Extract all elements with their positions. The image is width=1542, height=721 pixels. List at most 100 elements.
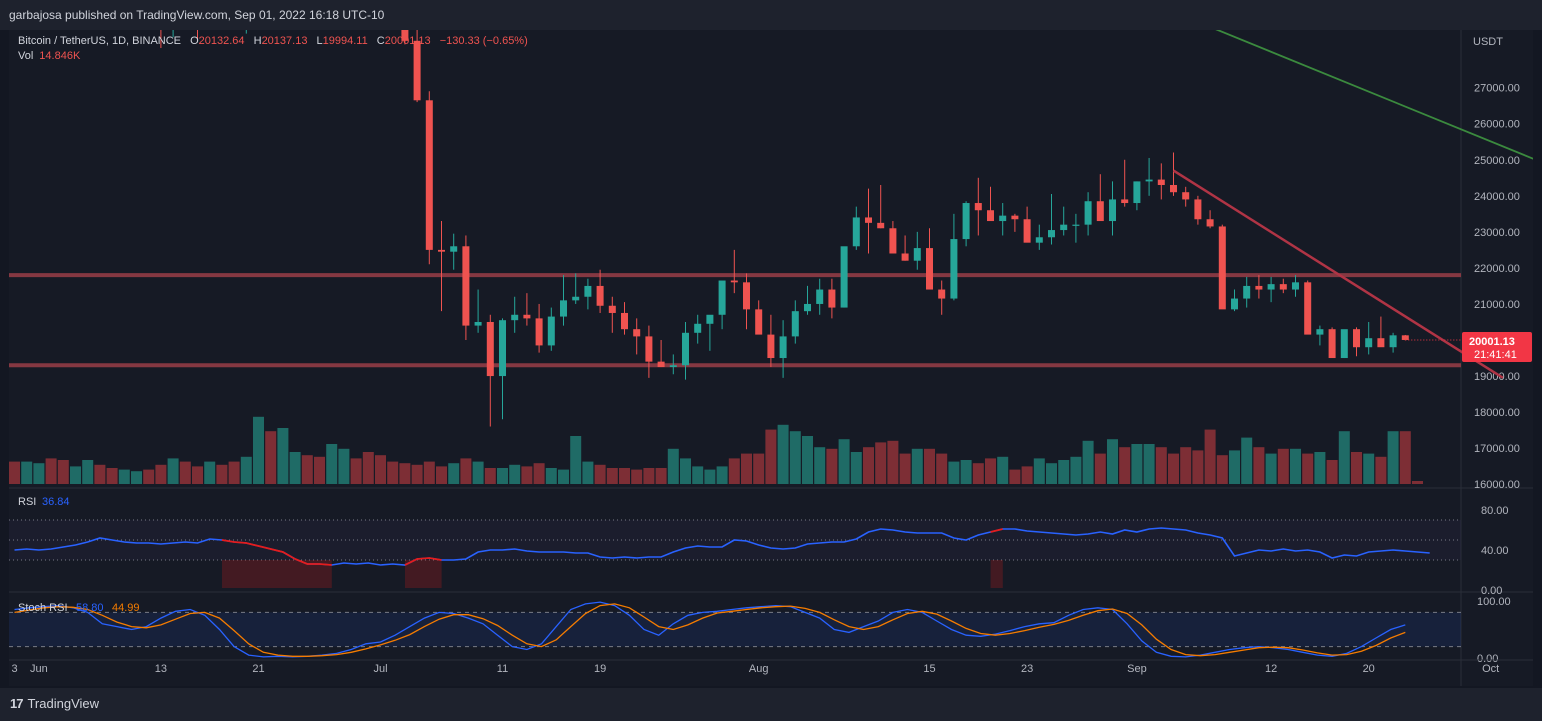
volume-bar bbox=[887, 440, 899, 484]
volume-bar bbox=[423, 461, 435, 484]
volume-bar bbox=[667, 448, 679, 484]
candle-body bbox=[572, 296, 580, 301]
candle-body bbox=[804, 303, 811, 312]
volume-bar bbox=[375, 455, 386, 484]
volume-bar bbox=[594, 464, 606, 484]
volume-bar bbox=[728, 458, 740, 484]
volume-bar bbox=[57, 460, 69, 484]
volume-bar bbox=[1204, 429, 1216, 484]
candle-body bbox=[1121, 199, 1129, 204]
candle-body bbox=[1170, 185, 1177, 193]
volume-bar bbox=[972, 463, 984, 484]
volume-bar bbox=[362, 452, 374, 484]
volume-bar bbox=[826, 448, 838, 484]
volume-bar bbox=[789, 431, 801, 484]
legend-vol-label: Vol bbox=[18, 50, 34, 62]
candle-body bbox=[694, 323, 702, 333]
volume-bar bbox=[1180, 447, 1192, 484]
tradingview-brand[interactable]: 17 TradingView bbox=[10, 696, 99, 711]
candle-body bbox=[1389, 335, 1397, 348]
stoch-tick-label: 100.00 bbox=[1477, 596, 1511, 608]
volume-bar bbox=[1192, 450, 1204, 484]
published-text: garbajosa published on TradingView.com, … bbox=[9, 8, 385, 22]
candle-body bbox=[1072, 224, 1080, 226]
legend-symbol[interactable]: Bitcoin / TetherUS, 1D, BINANCE bbox=[18, 35, 182, 47]
candle-body bbox=[962, 203, 970, 240]
volume-bar bbox=[179, 461, 191, 484]
volume-bar bbox=[1143, 444, 1155, 484]
x-tick-label: Aug bbox=[749, 663, 769, 675]
candle-body bbox=[791, 311, 799, 337]
volume-bar bbox=[1265, 453, 1277, 484]
x-tick-label: 13 bbox=[155, 663, 167, 675]
volume-bar bbox=[692, 466, 704, 484]
volume-bar bbox=[704, 469, 716, 484]
volume-bar bbox=[1009, 469, 1021, 484]
volume-bar bbox=[216, 464, 228, 484]
trendline-long-term-downtrend bbox=[1173, 11, 1542, 164]
x-tick-label: 15 bbox=[923, 663, 935, 675]
candle-body bbox=[1048, 230, 1055, 238]
stoch-d-value: 44.99 bbox=[112, 602, 140, 614]
x-tick-label: 21 bbox=[252, 663, 264, 675]
volume-bar bbox=[45, 458, 57, 484]
candle-body bbox=[1292, 282, 1299, 290]
volume-bar bbox=[1253, 447, 1265, 484]
candle-body bbox=[462, 246, 470, 326]
volume-bar bbox=[82, 460, 94, 484]
rsi-value: 36.84 bbox=[42, 496, 70, 508]
rsi-oversold-shade bbox=[405, 560, 442, 588]
candle-body bbox=[852, 217, 860, 247]
price-tick-label: 19000.00 bbox=[1474, 371, 1520, 383]
candle-body bbox=[779, 336, 787, 359]
volume-bar bbox=[631, 469, 643, 484]
x-tick-label: 3 bbox=[11, 663, 17, 675]
candle-body bbox=[547, 316, 555, 346]
candle-body bbox=[816, 289, 824, 304]
candle-body bbox=[718, 280, 726, 315]
volume-bar bbox=[143, 469, 155, 484]
volume-bar bbox=[911, 448, 923, 484]
candle-body bbox=[401, 28, 409, 41]
price-tick-label: 27000.00 bbox=[1474, 83, 1520, 95]
candle-body bbox=[669, 365, 677, 368]
candle-body bbox=[730, 280, 738, 283]
candle-body bbox=[1401, 335, 1409, 340]
volume-bar bbox=[448, 463, 460, 484]
candle-body bbox=[767, 334, 775, 359]
volume-bar bbox=[1155, 447, 1167, 484]
volume-bar bbox=[558, 469, 569, 484]
candle-body bbox=[999, 215, 1007, 222]
chart-area[interactable]: USDT 27000.00 26000.00 25000.00 24000.00 2300… bbox=[9, 0, 1542, 686]
candle-body bbox=[633, 329, 641, 337]
price-tick-label: 24000.00 bbox=[1474, 191, 1520, 203]
price-tick-label: 16000.00 bbox=[1474, 479, 1520, 491]
candle-body bbox=[499, 320, 506, 377]
volume-bar bbox=[533, 463, 545, 484]
candle-body bbox=[608, 305, 616, 313]
axis-unit-label: USDT bbox=[1473, 36, 1503, 48]
candle-body bbox=[877, 222, 885, 229]
candle-body bbox=[1060, 224, 1068, 231]
price-chart-svg[interactable]: USDT 27000.00 26000.00 25000.00 24000.00 2300… bbox=[9, 0, 1542, 686]
volume-bar bbox=[545, 468, 557, 484]
volume-bar bbox=[680, 458, 691, 484]
volume-bar bbox=[387, 461, 399, 484]
volume-bar bbox=[1216, 455, 1228, 484]
x-tick-label: 20 bbox=[1363, 663, 1375, 675]
candle-body bbox=[1096, 201, 1104, 222]
candle-body bbox=[1377, 338, 1385, 348]
stoch-k-value: 58.80 bbox=[76, 602, 104, 614]
stoch-k-line bbox=[14, 601, 1406, 658]
legend-high-value: 20137.13 bbox=[261, 35, 308, 47]
rsi-tick-label: 40.00 bbox=[1481, 545, 1509, 557]
candle-body bbox=[425, 100, 433, 250]
rsi-oversold-segment bbox=[990, 528, 1003, 533]
volume-bar bbox=[814, 447, 826, 484]
volume-bar bbox=[1387, 431, 1399, 484]
candle-body bbox=[1340, 329, 1348, 359]
x-tick-label: 12 bbox=[1265, 663, 1277, 675]
rsi-tick-label: 80.00 bbox=[1481, 505, 1509, 517]
price-tick-label: 26000.00 bbox=[1474, 119, 1520, 131]
x-tick-label: Jun bbox=[30, 663, 48, 675]
